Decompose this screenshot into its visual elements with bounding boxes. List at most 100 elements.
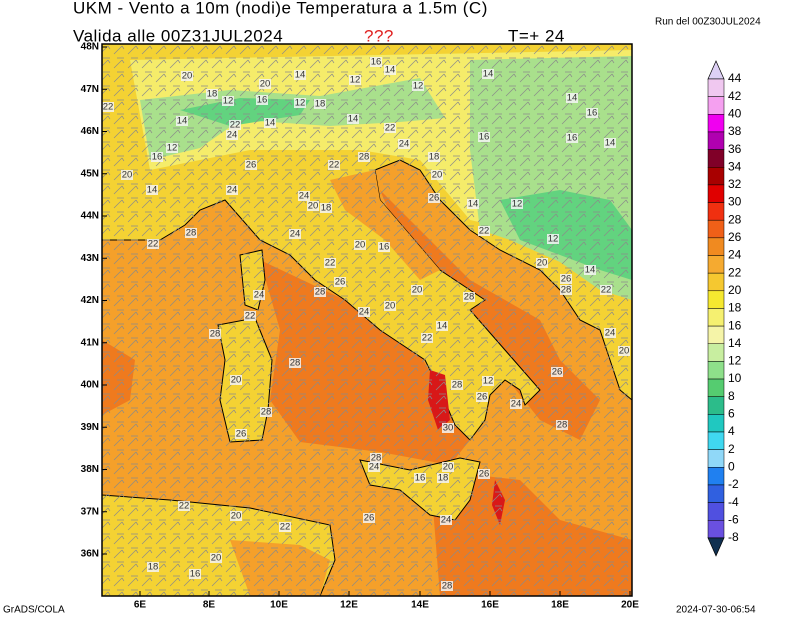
- contour-label: 16: [567, 133, 578, 144]
- contour-label: 22: [385, 123, 396, 134]
- contour-label-box: [463, 292, 475, 302]
- contour-label: 28: [557, 420, 568, 431]
- footer-right: 2024-07-30-06:54: [676, 605, 756, 616]
- contour-label: 16: [152, 152, 163, 163]
- y-tick-label: 37N: [81, 506, 99, 517]
- contour-label-box: [421, 333, 433, 343]
- contour-label-box: [363, 513, 375, 523]
- contour-label-box: [478, 469, 490, 479]
- contour-label: 24: [369, 462, 380, 473]
- contour-label-box: [178, 501, 190, 511]
- contour-label-box: [412, 81, 424, 91]
- contour-label-box: [370, 453, 382, 463]
- contour-label: 18: [429, 152, 440, 163]
- axes: 6E 8E 10E 12E 14E 16E 18E 20E 48N 47N 46N 45N 44N 43N…: [81, 42, 640, 611]
- contour-label: 22: [329, 160, 340, 171]
- y-tick-label: 39N: [81, 422, 99, 433]
- contour-label: 28: [371, 453, 382, 464]
- contour-label: 24: [227, 130, 238, 141]
- colorbar-bin: [707, 431, 725, 450]
- contour-label: 14: [437, 321, 448, 332]
- colorbar-bin: [707, 343, 725, 362]
- contour-label-box: [411, 285, 423, 295]
- contour-label-box: [314, 99, 326, 109]
- contour-label: 16: [190, 569, 201, 580]
- contour-label-box: [478, 132, 490, 142]
- contour-label-box: [566, 133, 578, 143]
- contour-label: 28: [359, 152, 370, 163]
- y-tick-label: 36N: [81, 549, 99, 560]
- colorbar-bin: [707, 449, 725, 468]
- contour-label-box: [181, 71, 193, 81]
- contour-label-box: [314, 287, 326, 297]
- contour-label: 20: [385, 301, 396, 312]
- contour-label: 14: [567, 93, 578, 104]
- contour-label: 24: [359, 307, 370, 318]
- colorbar-label: 0: [728, 459, 735, 473]
- contour-label: 14: [147, 185, 158, 196]
- contour-label: 20: [443, 462, 454, 473]
- contour-label: 14: [468, 199, 479, 210]
- contour-label-box: [298, 191, 310, 201]
- contour-label: 22: [422, 333, 433, 344]
- contour-label: 28: [452, 380, 463, 391]
- contour-label: 14: [385, 65, 396, 76]
- contour-label-box: [358, 152, 370, 162]
- colorbar-bin: [707, 237, 725, 256]
- contour-label: 24: [290, 229, 301, 240]
- y-tick-label: 45N: [81, 168, 99, 179]
- contour-label: 28: [210, 329, 221, 340]
- contour-label: 22: [148, 239, 159, 250]
- y-tick-label: 47N: [81, 84, 99, 95]
- y-tick-label: 40N: [81, 380, 99, 391]
- contour-label: 20: [260, 79, 271, 90]
- contour-label-box: [146, 185, 158, 195]
- colorbar-bin: [707, 184, 725, 203]
- contour-label-box: [307, 201, 319, 211]
- contour-label-box: [476, 392, 488, 402]
- contour-label-box: [511, 199, 523, 209]
- contour-label: 14: [605, 138, 616, 149]
- contour-label: 24: [605, 328, 616, 339]
- x-tick-label: 6E: [134, 600, 147, 611]
- contour-label: 28: [290, 358, 301, 369]
- contour-label-box: [256, 95, 268, 105]
- contour-label-box: [370, 57, 382, 67]
- contour-label: 20: [537, 258, 548, 269]
- contour-label-box: [560, 274, 572, 284]
- colorbar-label: 14: [728, 336, 742, 350]
- contour-label: 30: [443, 423, 454, 434]
- contour-label: 12: [483, 376, 494, 387]
- y-tick-label: 38N: [81, 464, 99, 475]
- contour-label: 12: [350, 75, 361, 86]
- colorbar-label: 28: [728, 212, 742, 226]
- map-title: UKM - Vento a 10m (nodi)e Temperatura a …: [73, 0, 488, 17]
- colorbar-label: 8: [728, 389, 735, 403]
- colorbar-bin: [707, 308, 725, 327]
- contour-label-box: [604, 328, 616, 338]
- contour-label-box: [556, 420, 568, 430]
- colorbar-bin: [707, 396, 725, 415]
- contour-label-box: [368, 462, 380, 472]
- footer-left: GrADS/COLA: [3, 605, 65, 616]
- colorbar-label: -2: [728, 477, 739, 491]
- contour-label-box: [560, 285, 572, 295]
- contour-label-box: [147, 239, 159, 249]
- contour-label-box: [551, 367, 563, 377]
- contour-label-box: [442, 423, 454, 433]
- x-tick-label: 16E: [481, 600, 499, 611]
- warning: ???: [364, 26, 394, 45]
- contour-label-box: [510, 399, 522, 409]
- contour-label-box: [437, 473, 449, 483]
- colorbar-label: 38: [728, 124, 742, 138]
- contour-label: 24: [254, 290, 265, 301]
- colorbar-bin: [707, 467, 725, 486]
- contour-label: 28: [442, 581, 453, 592]
- contour-label-box: [245, 160, 257, 170]
- forecast-step: T=+ 24: [508, 26, 565, 45]
- contour-label-box: [210, 553, 222, 563]
- colorbar-label: 42: [728, 89, 742, 103]
- contour-label-box: [147, 562, 159, 572]
